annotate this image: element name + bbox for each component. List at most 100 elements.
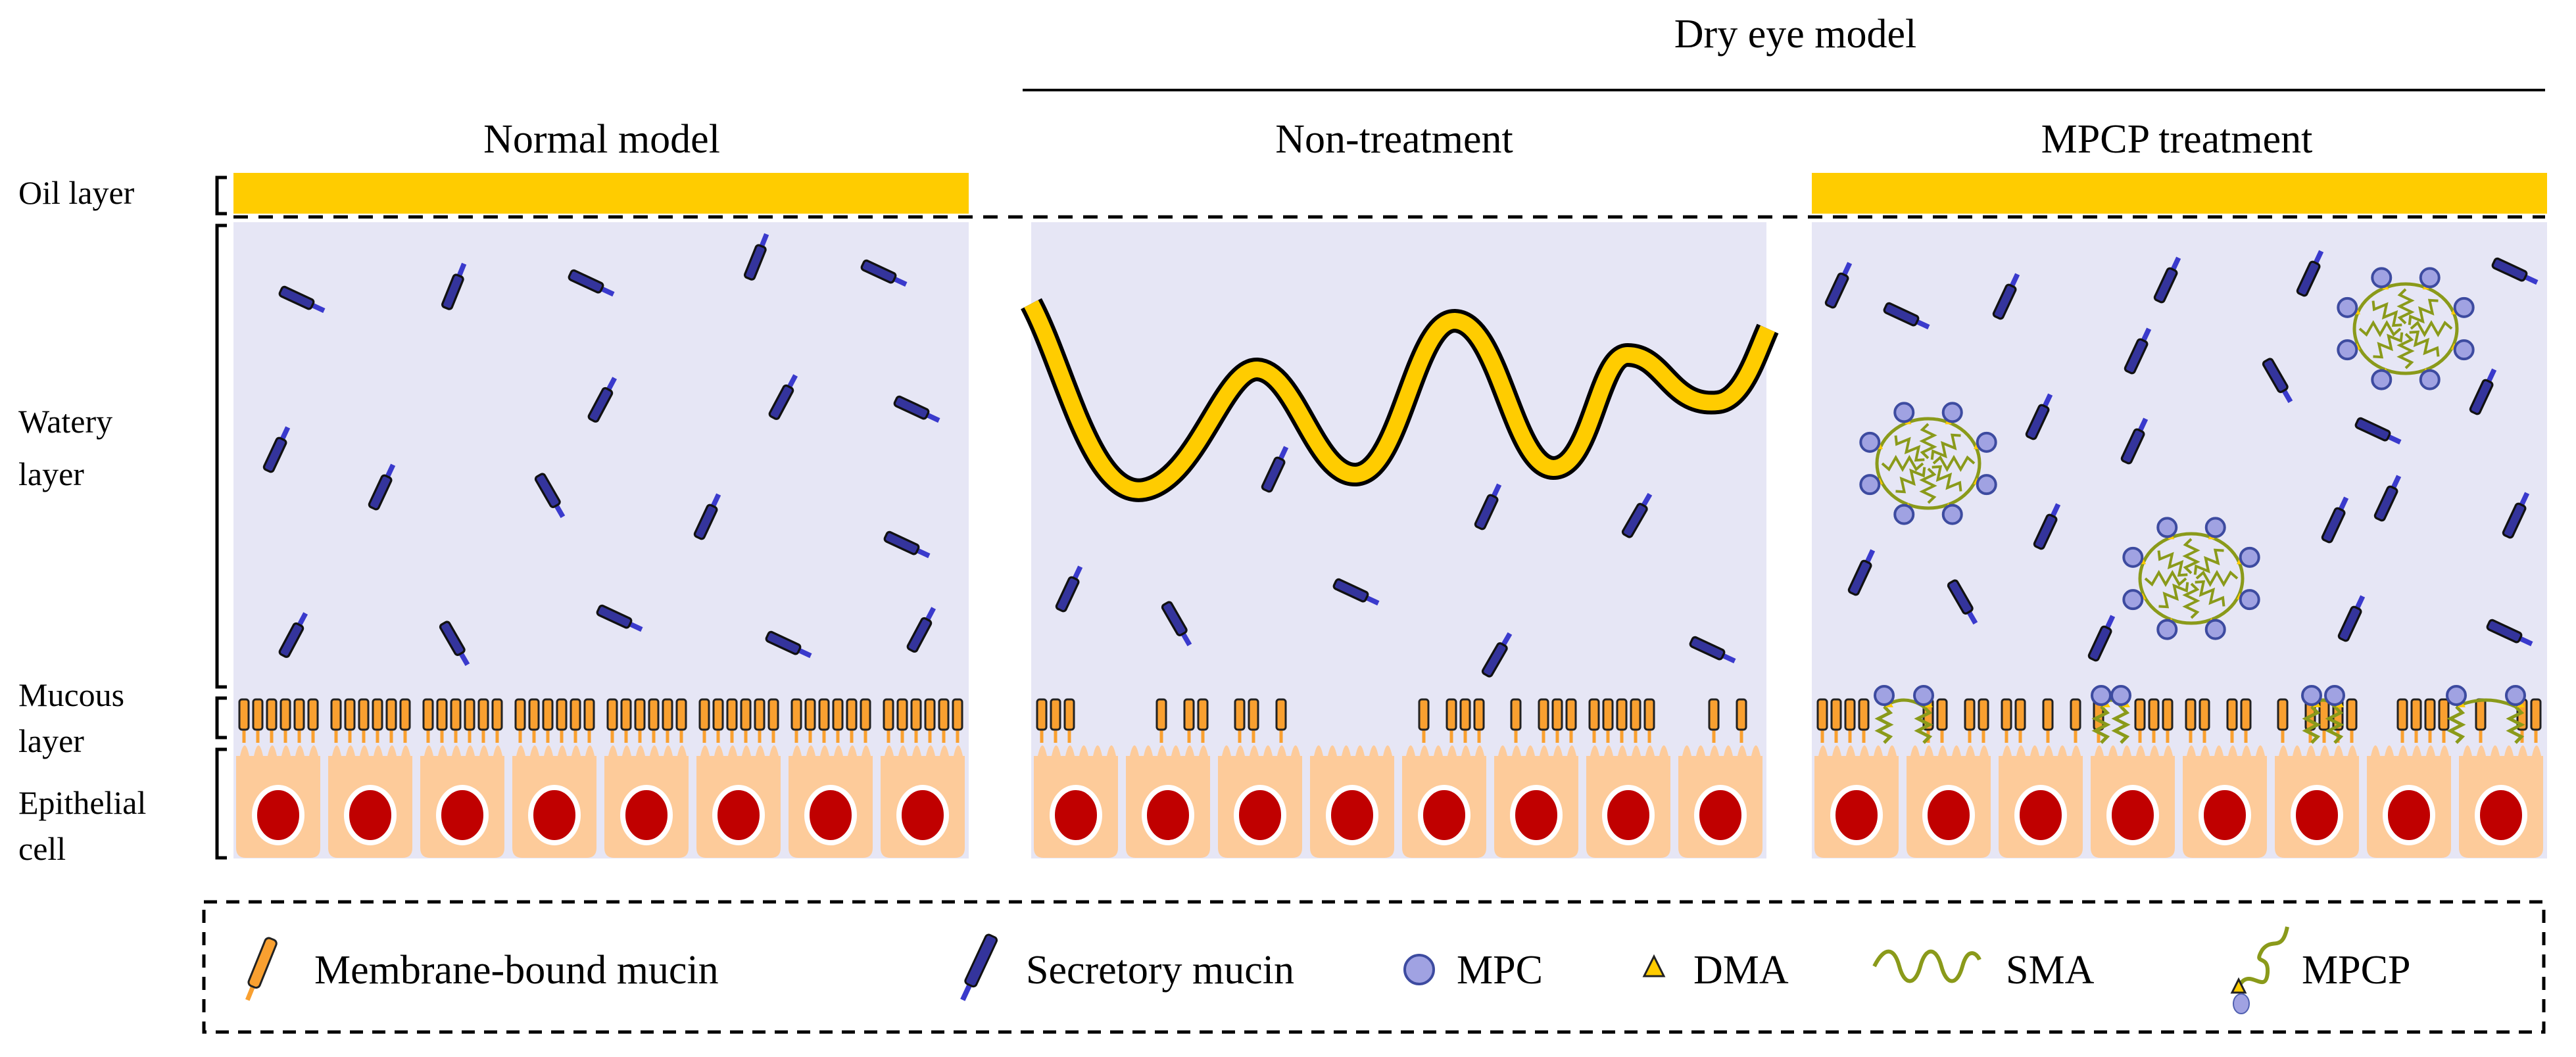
mpc-circle [2204,517,2226,538]
sma-chain [1895,467,1926,494]
membrane-mucin [1858,698,1870,731]
membrane-mucin [1816,698,1828,731]
mpc-circle [2505,685,2526,706]
secretory-mucin [693,493,721,540]
membrane-mucin [528,698,540,731]
membrane-mucin [2199,698,2210,731]
mpc-circle [2419,267,2441,289]
label-epithelial-cell-line1: Epithelial [18,784,146,821]
membrane-mucin [514,698,526,731]
epithelial-cell [1814,745,1899,858]
membrane-mucin [1551,698,1563,731]
sma-tether [1914,705,1933,744]
membrane-mucin [1234,698,1246,731]
epithelial-cell [512,745,596,858]
membrane-mucin [542,698,554,731]
secretory-mucin [2486,619,2533,647]
secretory-mucin [1824,262,1853,309]
secretory-mucin-icon-body [964,933,998,988]
epithelial-cell [1999,745,2083,858]
secretory-mucin [2124,327,2152,375]
mpc-circle [1976,431,1997,453]
mpcp-icon-mpc [2233,993,2250,1014]
secretory-mucin [2025,393,2053,440]
panel-title-mpcp-treatment: MPCP treatment [2041,117,2313,162]
secretory-mucin [1992,273,2020,320]
secretory-mucin-body [1883,302,1920,327]
membrane-mucin [860,698,871,731]
mpc-circle [2371,369,2393,390]
secretory-mucin [278,285,326,314]
nucleus [528,785,581,845]
membrane-mucin [1459,698,1471,731]
panel-normal [233,173,969,858]
secretory-mucin-body [768,384,794,420]
membrane-mucin [279,698,291,731]
secretory-mucin-body [1847,559,1872,596]
legend-mpcp: MPCP [2302,948,2410,993]
sma-chain [2410,319,2453,338]
epithelial-cell [1402,745,1486,858]
secretory-mucin-body [883,530,920,555]
membrane-mucin [1978,698,1989,731]
mpcp-micelle [2122,517,2260,640]
legend-membrane-mucin: Membrane-bound mucin [314,948,719,993]
mpcp-icon [2230,926,2289,1014]
mpc-circle [1859,474,1881,496]
mpc-circle [2301,685,2322,706]
sma-tether [2446,705,2466,744]
membrane-mucin [2530,698,2542,731]
membrane-mucin [1844,698,1856,731]
membrane-mucin [570,698,581,731]
membrane-mucin [2240,698,2252,731]
membrane-mucin [422,698,434,731]
secretory-mucin-body [2491,257,2528,282]
epithelial-cell [2459,745,2543,858]
membrane-mucin [832,698,844,731]
secretory-mucin-body [1332,578,1369,603]
secretory-mucin-body [2337,605,2362,642]
mpc-circle [2371,267,2393,289]
membrane-mucin [2070,698,2081,731]
secretory-mucin-body [596,604,633,629]
membrane-mucin [606,698,618,731]
secretory-mucin [765,630,812,659]
mpc-circle [2337,296,2358,318]
secretory-mucin [278,612,308,658]
secretory-mucin-body [2373,485,2398,522]
membrane-mucin [896,698,908,731]
membrane-mucin [2346,698,2358,731]
epithelial-cell [1907,745,1991,858]
bracket-epithelial [215,747,227,860]
secretory-mucin-body [1621,503,1648,538]
secretory-mucin-body [2025,404,2050,440]
mpc-circle [1893,402,1915,423]
secretory-mucin-body [1947,579,1974,615]
secretory-mucin-body [744,244,767,281]
epithelial-cell [1218,745,1302,858]
membrane-mucin [2185,698,2197,731]
mpc-circle [1913,685,1934,706]
panel-title-normal: Normal model [483,117,720,162]
watery-layer [1031,222,1766,858]
nucleus [712,785,765,845]
secretory-mucin [368,463,396,511]
mpcp-tether-pair [1874,685,1934,744]
mpc-circle [2419,369,2441,390]
nucleus [2291,785,2343,845]
nucleus [1142,785,1194,845]
watery-layer [1812,222,2547,858]
mpc-circle [1976,474,1997,496]
secretory-mucin-body [2321,507,2346,544]
micelle-shell [2352,282,2459,375]
membrane-mucin [1050,698,1061,731]
secretory-mucin-body [2153,267,2178,304]
mpcp-icon-dma [2230,977,2247,994]
secretory-mucin [906,607,936,653]
membrane-mucin [358,698,370,731]
sma-chain [2144,569,2187,588]
secretory-mucin-icon-tail [960,983,973,1001]
membrane-mucin [883,698,894,731]
label-mucous-layer-line2: layer [18,722,84,759]
membrane-mucin [767,698,779,731]
